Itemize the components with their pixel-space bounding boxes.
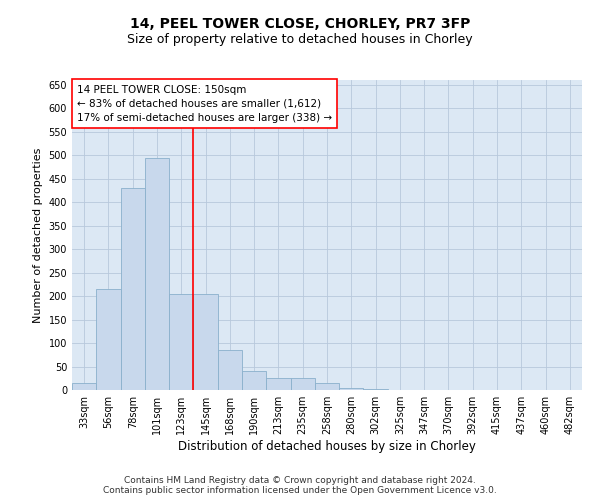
- X-axis label: Distribution of detached houses by size in Chorley: Distribution of detached houses by size …: [178, 440, 476, 453]
- Text: Size of property relative to detached houses in Chorley: Size of property relative to detached ho…: [127, 32, 473, 46]
- Text: 14, PEEL TOWER CLOSE, CHORLEY, PR7 3FP: 14, PEEL TOWER CLOSE, CHORLEY, PR7 3FP: [130, 18, 470, 32]
- Bar: [121, 188, 145, 390]
- Bar: [72, 383, 96, 390]
- Bar: [193, 294, 218, 390]
- Bar: [169, 294, 193, 390]
- Text: 14 PEEL TOWER CLOSE: 150sqm
← 83% of detached houses are smaller (1,612)
17% of : 14 PEEL TOWER CLOSE: 150sqm ← 83% of det…: [77, 84, 332, 122]
- Text: Contains HM Land Registry data © Crown copyright and database right 2024.
Contai: Contains HM Land Registry data © Crown c…: [103, 476, 497, 495]
- Bar: [339, 388, 364, 390]
- Bar: [96, 289, 121, 390]
- Bar: [266, 378, 290, 390]
- Bar: [242, 371, 266, 390]
- Bar: [145, 158, 169, 390]
- Bar: [315, 383, 339, 390]
- Bar: [290, 378, 315, 390]
- Bar: [218, 350, 242, 390]
- Bar: [364, 389, 388, 390]
- Y-axis label: Number of detached properties: Number of detached properties: [33, 148, 43, 322]
